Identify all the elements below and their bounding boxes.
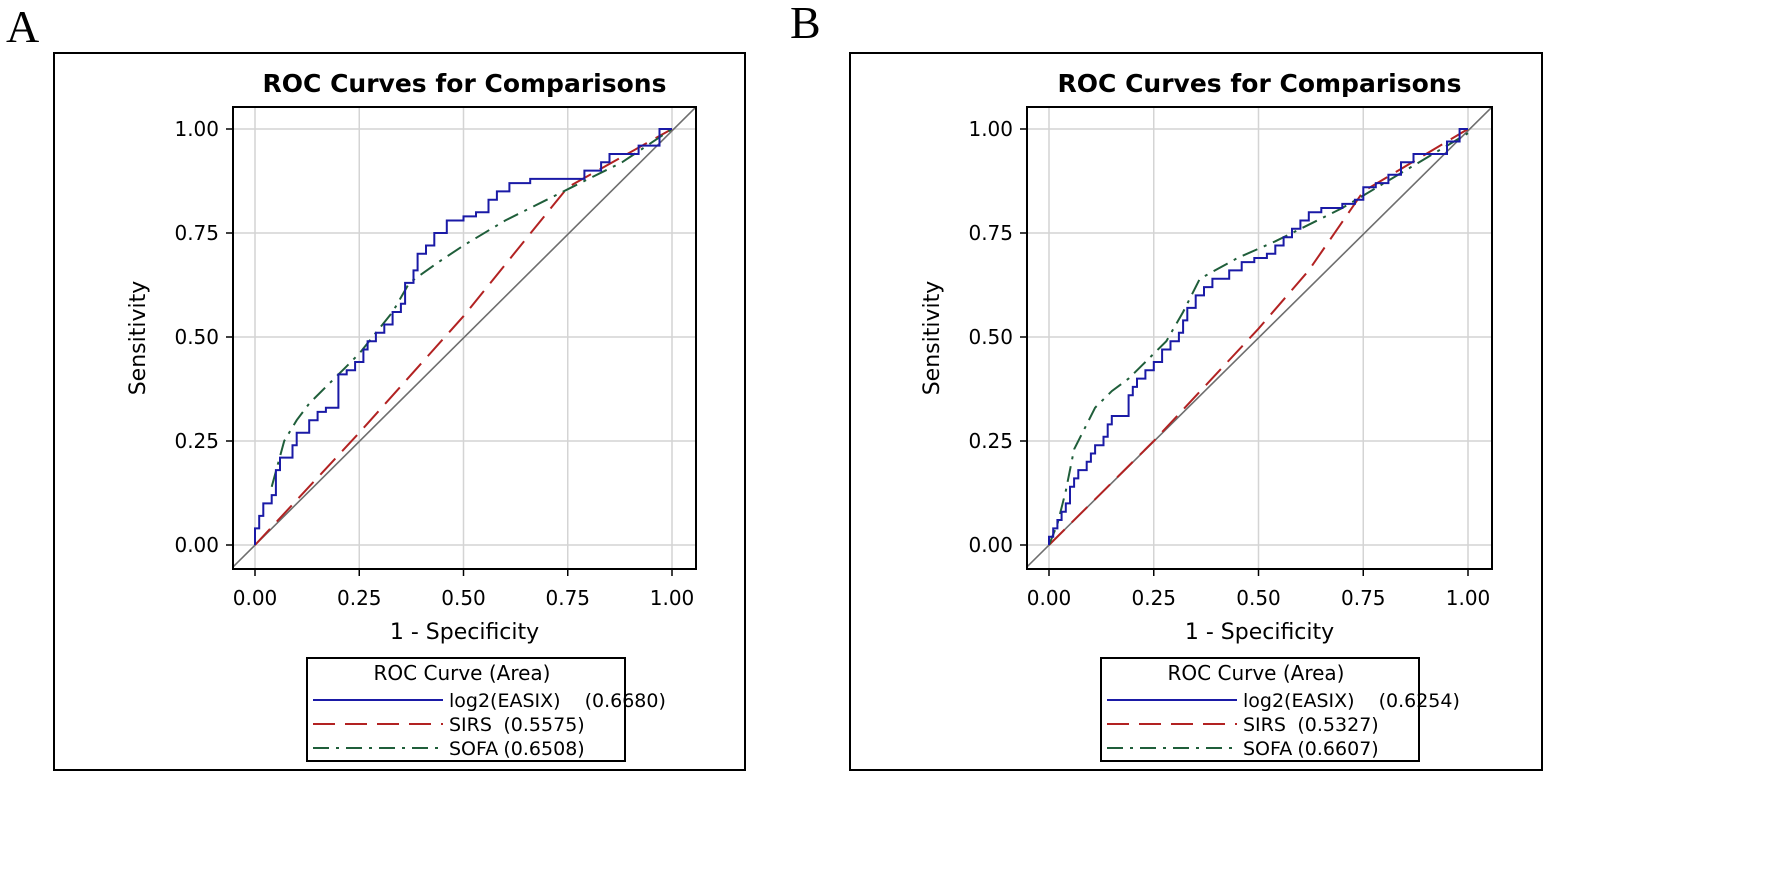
- reference-diagonal: [233, 107, 696, 568]
- legend-series-area: (0.6508): [503, 738, 584, 760]
- roc-curve-log2-easix: [1048, 128, 1468, 545]
- plot-area: [1027, 107, 1492, 568]
- legend-series-name: SOFA: [449, 738, 498, 760]
- legend-series-name: SOFA: [1243, 738, 1292, 760]
- x-tick-label: 0.25: [337, 586, 382, 610]
- legend-series-area: (0.6254): [1379, 690, 1460, 712]
- chart-title: ROC Curves for Comparisons: [1058, 69, 1462, 98]
- legend-box: [1100, 657, 1420, 762]
- legend-series-area: (0.6607): [1297, 738, 1378, 760]
- legend: ROC Curve (Area) log2(EASIX) (0.6254) SIRS (…: [1100, 657, 1460, 762]
- chart-title: ROC Curves for Comparisons: [263, 69, 667, 98]
- roc-curve-sofa: [270, 128, 673, 488]
- legend-series-name: SIRS: [1243, 714, 1286, 736]
- legend-series-area: (0.6680): [585, 690, 666, 712]
- legend-series-name: log2(EASIX): [1243, 690, 1355, 712]
- x-tick-label: 0.75: [1341, 586, 1386, 610]
- plot-frame: [232, 106, 697, 570]
- x-axis-label: 1 - Specificity: [390, 620, 539, 645]
- panel-b: B ROC Curves for Comparisons 0.00 0.25 0.50 0…: [790, 0, 1543, 771]
- x-tick-label: 0.50: [1236, 586, 1281, 610]
- outer-frame: [849, 52, 1543, 771]
- legend-title: ROC Curve (Area): [1168, 661, 1345, 685]
- y-tick-label: 0.75: [174, 221, 219, 245]
- x-tick-label: 0.25: [1131, 586, 1176, 610]
- plot-frame: [1026, 106, 1493, 570]
- y-tick-label: 0.25: [968, 429, 1013, 453]
- y-tick-label: 1.00: [968, 117, 1013, 141]
- x-tick-label: 1.00: [650, 586, 695, 610]
- panel-letter: B: [790, 0, 821, 48]
- y-tick-label: 0.50: [174, 325, 219, 349]
- x-tick-label: 0.00: [1027, 586, 1072, 610]
- legend-box: [306, 657, 626, 762]
- roc-curve-sirs: [254, 128, 673, 546]
- y-tick-label: 0.00: [174, 533, 219, 557]
- legend-series-area: (0.5327): [1297, 714, 1378, 736]
- legend-series-area: (0.5575): [503, 714, 584, 736]
- y-axis-label: Sensitivity: [126, 281, 151, 396]
- roc-curve-sirs: [1048, 128, 1469, 546]
- roc-curve-log2-easix: [254, 128, 672, 545]
- plot-area: [233, 107, 696, 568]
- x-tick-label: 0.00: [233, 586, 278, 610]
- legend: ROC Curve (Area) log2(EASIX) (0.6680) SIRS (…: [306, 657, 666, 762]
- x-axis-label: 1 - Specificity: [1185, 620, 1334, 645]
- y-tick-label: 1.00: [174, 117, 219, 141]
- legend-series-name: log2(EASIX): [449, 690, 561, 712]
- legend-series-name: SIRS: [449, 714, 492, 736]
- y-tick-label: 0.00: [968, 533, 1013, 557]
- y-tick-label: 0.25: [174, 429, 219, 453]
- x-tick-label: 0.75: [545, 586, 590, 610]
- y-tick-label: 0.75: [968, 221, 1013, 245]
- y-tick-label: 0.50: [968, 325, 1013, 349]
- panel-a: A ROC Curves for Comparisons 0.00 0.25 0.50 0…: [6, 1, 746, 771]
- y-axis-label: Sensitivity: [920, 281, 945, 396]
- legend-title: ROC Curve (Area): [374, 661, 551, 685]
- panel-letter: A: [6, 1, 39, 52]
- outer-frame: [53, 52, 746, 771]
- x-tick-label: 0.50: [441, 586, 486, 610]
- x-tick-label: 1.00: [1446, 586, 1491, 610]
